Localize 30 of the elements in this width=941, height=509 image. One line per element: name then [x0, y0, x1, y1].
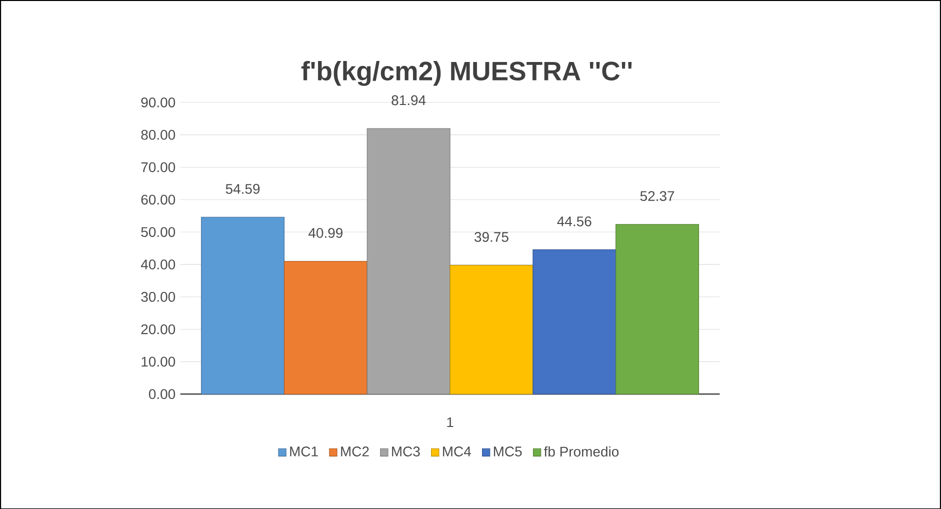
data-label: 52.37	[640, 190, 674, 201]
data-label: 54.59	[226, 184, 260, 194]
legend-label: MC4	[443, 446, 471, 456]
legend-label: MC2	[341, 446, 369, 456]
legend-label: fb Promedio	[544, 446, 619, 456]
y-tick-label: 10.00	[142, 356, 176, 366]
data-label: 39.75	[474, 232, 508, 242]
bar	[532, 249, 616, 394]
y-tick-label: 70.00	[141, 162, 176, 172]
y-tick-label: 80.00	[141, 130, 176, 140]
bar	[284, 260, 368, 394]
y-tick-label: 20.00	[141, 324, 176, 334]
bar	[366, 128, 450, 394]
legend-label: MC5	[494, 446, 522, 456]
data-label: 44.56	[557, 216, 592, 226]
bar	[450, 264, 534, 394]
y-tick-label: 0.00	[148, 388, 176, 399]
y-tick-label: 60.00	[141, 194, 176, 204]
data-label: 40.99	[308, 228, 342, 238]
y-tick-label: 30.00	[141, 292, 176, 302]
y-tick-label: 90.00	[141, 97, 176, 108]
y-tick-label: 50.00	[141, 226, 176, 237]
y-tick-label: 40.00	[140, 259, 176, 270]
legend-label: MC1	[290, 446, 318, 456]
bar	[616, 224, 700, 394]
bar	[201, 216, 284, 394]
x-tick-label: 1	[447, 417, 454, 427]
legend-label: MC3	[392, 446, 420, 456]
data-label: 81.94	[392, 95, 426, 105]
chart-title: f'b(kg/cm2) MUESTRA ''C''	[301, 60, 632, 86]
